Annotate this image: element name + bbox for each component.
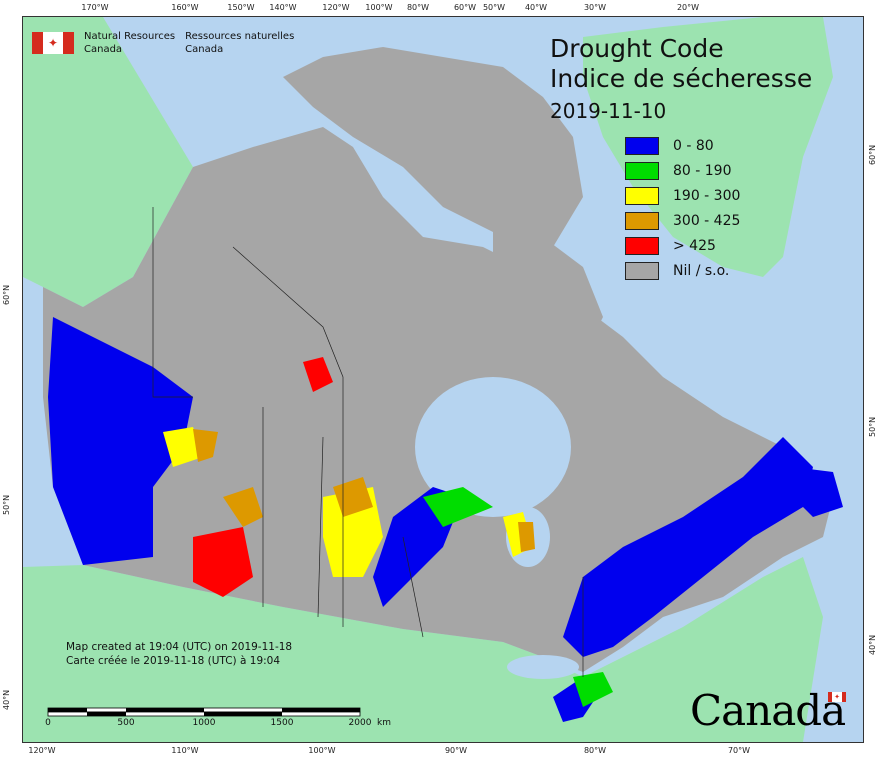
map-title-en: Drought Code — [550, 34, 724, 63]
tick-right-2: 40°N — [868, 634, 877, 655]
tick-top-4: 120°W — [322, 3, 350, 12]
canada-flag-icon: ✦ — [32, 32, 74, 54]
scale-label-1: 500 — [117, 718, 135, 728]
zone-qc-orange — [518, 522, 535, 552]
scale-label-3: 1500 — [270, 718, 294, 728]
legend: 0 - 80 80 - 190 190 - 300 300 - 425 > 425 Nil… — [625, 133, 740, 283]
legend-label: 0 - 80 — [673, 137, 714, 154]
org-fr-line1: Ressources naturelles — [185, 31, 295, 42]
tick-top-5: 100°W — [365, 3, 393, 12]
legend-item: 0 - 80 — [625, 133, 740, 158]
legend-swatch — [625, 211, 659, 230]
zone-prairie-yellow — [323, 487, 383, 577]
baffin-island — [493, 217, 603, 357]
scale-label-4: 2000 — [348, 718, 372, 728]
map-frame — [22, 16, 864, 743]
org-en-line1: Natural Resources — [84, 31, 176, 42]
tick-right-0: 60°N — [868, 144, 877, 165]
scale-bar: 0 500 1000 1500 2000 km — [45, 704, 391, 728]
drought-map — [23, 17, 843, 742]
tick-left-1: 50°N — [2, 494, 11, 515]
tick-top-1: 160°W — [171, 3, 199, 12]
alaska-land — [23, 17, 193, 307]
tick-top-0: 170°W — [81, 3, 109, 12]
map-title-fr: Indice de sécheresse — [550, 64, 813, 93]
credit-fr: Carte créée le 2019-11-18 (UTC) à 19:04 — [66, 655, 281, 667]
nrcan-signature: ✦ Natural Resources Canada Ressources na… — [32, 30, 294, 56]
tick-top-6: 80°W — [406, 3, 430, 12]
tick-left-2: 40°N — [2, 689, 11, 710]
tick-bottom-4: 80°W — [583, 746, 607, 755]
map-credits: Map created at 19:04 (UTC) on 2019-11-18… — [66, 640, 292, 668]
zone-nwt-red — [303, 357, 333, 392]
tick-top-9: 40°W — [524, 3, 548, 12]
credit-en: Map created at 19:04 (UTC) on 2019-11-18 — [66, 641, 293, 653]
tick-top-11: 20°W — [676, 3, 700, 12]
legend-item: > 425 — [625, 233, 740, 258]
legend-swatch — [625, 261, 659, 280]
greenland-land — [583, 17, 833, 277]
tick-top-3: 140°W — [269, 3, 297, 12]
legend-label: 80 - 190 — [673, 162, 732, 179]
zone-ab-orange2 — [223, 487, 263, 527]
great-lakes — [507, 655, 579, 679]
hudson-bay — [415, 377, 571, 517]
legend-swatch — [625, 161, 659, 180]
wordmark-flag-icon: ✦ — [828, 692, 846, 702]
zone-ontario-green — [423, 487, 493, 527]
arctic-islands — [283, 47, 583, 247]
tick-bottom-5: 70°W — [727, 746, 751, 755]
scale-bar-graphic — [47, 707, 361, 717]
map-title-block: Drought Code Indice de sécheresse 2019-1… — [550, 34, 812, 126]
zone-east-blue — [563, 437, 813, 657]
tick-top-7: 60°W — [453, 3, 477, 12]
zone-newfoundland-blue — [793, 467, 843, 517]
tick-top-8: 50°W — [482, 3, 506, 12]
tick-top-2: 150°W — [227, 3, 255, 12]
legend-label: 300 - 425 — [673, 212, 741, 229]
legend-item: 190 - 300 — [625, 183, 740, 208]
legend-swatch — [625, 136, 659, 155]
scale-unit: km — [377, 718, 391, 728]
tick-bottom-2: 100°W — [308, 746, 336, 755]
zone-ab-orange — [193, 429, 218, 462]
legend-label: > 425 — [673, 237, 716, 254]
legend-item: 80 - 190 — [625, 158, 740, 183]
legend-label: 190 - 300 — [673, 187, 741, 204]
org-en-line2: Canada — [84, 44, 123, 55]
legend-swatch — [625, 186, 659, 205]
tick-top-10: 30°W — [583, 3, 607, 12]
scale-labels: 0 500 1000 1500 2000 km — [45, 718, 391, 730]
tick-bottom-0: 120°W — [28, 746, 56, 755]
legend-item: 300 - 425 — [625, 208, 740, 233]
org-name-fr: Ressources naturelles Canada — [185, 30, 294, 56]
zone-ab-red — [193, 527, 253, 597]
tick-left-0: 60°N — [2, 284, 11, 305]
canada-wordmark: Canada — [690, 686, 846, 735]
org-fr-line2: Canada — [185, 44, 224, 55]
tick-right-1: 50°N — [868, 416, 877, 437]
scale-label-0: 0 — [45, 718, 51, 728]
legend-swatch — [625, 236, 659, 255]
usa-land — [23, 557, 823, 742]
map-date: 2019-11-10 — [550, 99, 667, 123]
scale-label-2: 1000 — [192, 718, 216, 728]
zone-bc-blue — [48, 317, 193, 565]
org-name-en: Natural Resources Canada — [84, 30, 175, 56]
province-borders — [152, 207, 584, 677]
zone-ab-yellow — [163, 427, 203, 467]
legend-item: Nil / s.o. — [625, 258, 740, 283]
zone-sont-green — [573, 672, 613, 707]
legend-label: Nil / s.o. — [673, 262, 730, 279]
tick-bottom-1: 110°W — [171, 746, 199, 755]
tick-bottom-3: 90°W — [444, 746, 468, 755]
